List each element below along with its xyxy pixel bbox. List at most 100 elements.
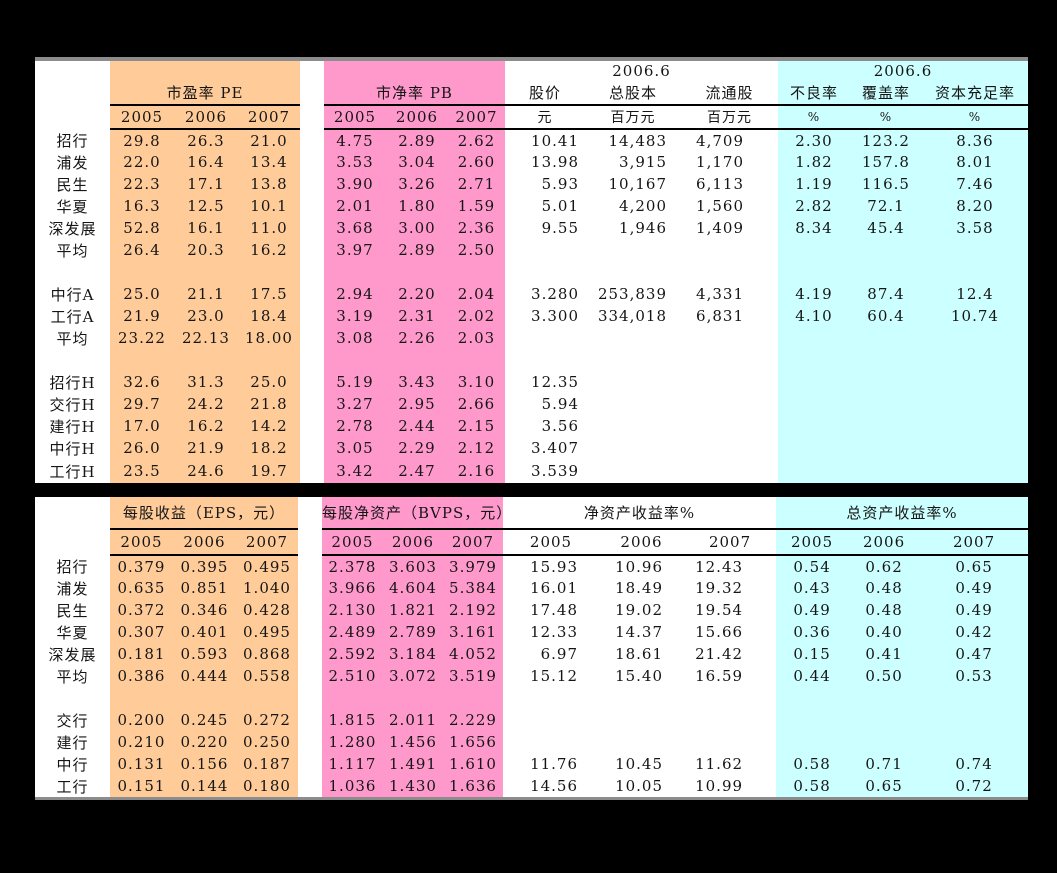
cell-total-shares	[585, 437, 681, 459]
cell-capital-adequacy	[922, 459, 1028, 483]
cell-bvps-2006: 2.789	[389, 623, 437, 641]
cell-bvps-2005: 3.966	[328, 579, 377, 597]
cell-eps-2005: 0.386	[117, 667, 166, 685]
cell-roa-2007: 0.53	[955, 667, 993, 685]
cell-price: 5.94	[541, 395, 579, 413]
cell-pb-2007: 1.59	[457, 197, 496, 215]
cell-pb-2005	[324, 261, 386, 283]
cell-float-shares	[681, 437, 778, 459]
cell-pe-2005: 26.0	[123, 439, 161, 457]
cell-bvps-2006: 1.456	[389, 733, 437, 751]
cell-pe-2005: 29.7	[123, 395, 161, 413]
cell-bvps-2007: 4.052	[449, 645, 497, 663]
cell-coverage-ratio	[850, 415, 922, 437]
table-row: 平均 23.22 22.13 18.00 3.08 2.26 2.03	[35, 327, 1028, 349]
returns-table: 每股收益（EPS，元） 每股净资产（BVPS，元） 净资产收益率% 总资产收益率…	[35, 497, 1028, 797]
cell-npl-ratio: 1.19	[795, 175, 833, 193]
row-label: 建行H	[49, 417, 96, 436]
cell-npl-ratio	[778, 415, 850, 437]
cell-pb-2007: 2.50	[457, 241, 496, 259]
group-title-row: 每股收益（EPS，元） 每股净资产（BVPS，元） 净资产收益率% 总资产收益率…	[35, 497, 1028, 530]
cell-bvps-2005: 1.036	[328, 777, 377, 795]
cell-pb-2005: 2.94	[336, 285, 374, 303]
gap-cell	[300, 393, 324, 415]
gap-cell	[300, 261, 324, 283]
gap-cell	[300, 415, 324, 437]
cell-pe-2005: 17.0	[123, 417, 161, 435]
cell-eps-2005: 0.151	[117, 777, 166, 795]
cell-pe-2007: 18.4	[250, 307, 288, 325]
cell-capital-adequacy	[922, 415, 1028, 437]
cell-float-shares: 6,113	[696, 175, 744, 193]
cell-bvps-2005: 2.510	[328, 667, 377, 685]
cell-price	[505, 327, 585, 349]
cell-pe-2007: 13.4	[250, 153, 288, 171]
table-row: 建行H 17.0 16.2 14.2 2.78 2.44 2.15 3.56	[35, 415, 1028, 437]
cell-capital-adequacy: 3.58	[956, 219, 994, 237]
cell-pb-2005: 3.97	[336, 241, 374, 259]
gap-cell	[300, 151, 324, 173]
group-title-roa: 总资产收益率%	[776, 497, 1028, 530]
cell-pb-2005: 3.42	[336, 462, 374, 480]
cell-bvps-2005: 2.592	[328, 645, 377, 663]
cell-pb-2006: 3.00	[398, 219, 436, 237]
cell-price: 10.41	[531, 131, 579, 150]
cell-bvps-2005: 2.378	[328, 557, 377, 576]
row-label: 中行	[56, 755, 89, 774]
row-label: 招行H	[49, 373, 96, 392]
cell-pe-2006	[174, 349, 238, 371]
table-row: 工行A 21.9 23.0 18.4 3.19 2.31 2.02 3.300 …	[35, 305, 1028, 327]
cell-eps-2006: 0.144	[180, 777, 229, 795]
year-header-row: 2005 2006 2007 2005 2006 2007 2005 2006 …	[35, 529, 1028, 556]
cell-pe-2006: 17.1	[187, 175, 225, 193]
row-label: 民生	[56, 175, 89, 194]
gap-cell	[298, 687, 322, 709]
cell-roa-2007: 0.72	[955, 777, 993, 795]
cell-pb-2006: 2.26	[398, 329, 436, 347]
table-row: 工行 0.151 0.144 0.180 1.036 1.430 1.636 1…	[35, 775, 1028, 797]
cell-bvps-2005: 2.489	[328, 623, 377, 641]
cell-eps-2005: 0.181	[117, 645, 166, 663]
cell-roe-2006	[599, 687, 684, 709]
row-label: 平均	[56, 329, 89, 348]
cell-bvps-2006: 1.821	[389, 601, 437, 619]
cell-capital-adequacy: 7.46	[956, 175, 994, 193]
cell-coverage-ratio	[850, 437, 922, 459]
cell-pe-2005: 52.8	[123, 219, 161, 237]
returns-table-card: 每股收益（EPS，元） 每股净资产（BVPS，元） 净资产收益率% 总资产收益率…	[35, 497, 1028, 800]
cell-eps-2006: 0.444	[180, 667, 229, 685]
cell-pe-2007: 11.0	[250, 219, 288, 237]
row-label: 中行A	[50, 285, 95, 304]
cell-total-shares	[585, 459, 681, 483]
cell-eps-2006: 0.156	[180, 755, 229, 773]
cell-roa-2007	[920, 687, 1028, 709]
cell-float-shares: 4,709	[696, 131, 744, 150]
cell-bvps-2007: 3.161	[449, 623, 497, 641]
cell-roe-2005	[503, 687, 599, 709]
cell-eps-2005: 0.635	[117, 579, 166, 597]
cell-npl-ratio: 2.82	[795, 197, 833, 215]
gap-cell	[300, 437, 324, 459]
group-title-roe: 净资产收益率%	[503, 497, 777, 530]
cell-npl-ratio	[778, 393, 850, 415]
cell-bvps-2006: 4.604	[389, 579, 437, 597]
gap-cell	[298, 621, 322, 643]
unit-label-million-yuan: 百万元	[585, 105, 681, 130]
cell-eps-2007: 0.868	[243, 645, 291, 663]
cell-bvps-2007: 2.229	[449, 711, 497, 729]
cell-roe-2007: 15.66	[695, 623, 744, 641]
cell-roe-2006: 18.61	[615, 645, 664, 663]
table-row: 深发展 52.8 16.1 11.0 3.68 3.00 2.36 9.55 1…	[35, 217, 1028, 239]
cell-pb-2007: 2.60	[457, 153, 496, 171]
cell-eps-2007: 0.272	[243, 711, 291, 729]
cell-roe-2006: 19.02	[615, 601, 664, 619]
cell-eps-2007: 0.558	[243, 667, 291, 685]
col-header-total-shares: 总股本	[585, 81, 681, 106]
cell-pe-2007: 25.0	[250, 373, 288, 391]
cell-capital-adequacy: 8.36	[956, 131, 994, 150]
valuation-table-body: 招行 29.8 26.3 21.0 4.75 2.89 2.62 10.41 1…	[35, 129, 1028, 483]
cell-total-shares	[585, 371, 681, 393]
gap-cell	[298, 643, 322, 665]
corner-blank	[35, 105, 110, 129]
gap-blank	[300, 61, 324, 81]
